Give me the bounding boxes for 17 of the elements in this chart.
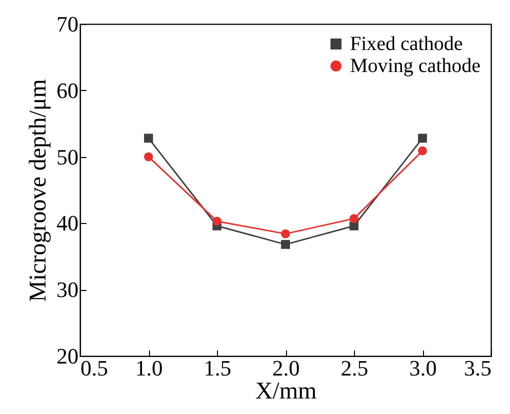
x-tick-label: 1.0 [135, 356, 163, 380]
x-tick-label: 3.0 [409, 356, 437, 380]
y-tick-label: 20 [56, 344, 78, 368]
y-tick-label: 60 [56, 78, 78, 103]
legend-label: Moving cathode [350, 55, 481, 77]
x-tick-label: 2.5 [340, 356, 368, 380]
legend-label: Fixed cathode [350, 33, 463, 55]
y-tick-label: 70 [56, 12, 78, 36]
y-tick-label: 50 [56, 144, 78, 170]
y-axis-title: Microgroove depth/μm [26, 78, 52, 302]
x-tick-label: 1.5 [204, 356, 232, 380]
x-axis-title: X/mm [255, 378, 317, 404]
x-tick-label: 3.5 [464, 356, 492, 380]
y-tick-label: 40 [56, 210, 78, 236]
y-tick-label: 30 [56, 277, 78, 302]
x-tick-label: 0.5 [80, 356, 108, 380]
x-tick-label: 2.0 [272, 356, 300, 380]
